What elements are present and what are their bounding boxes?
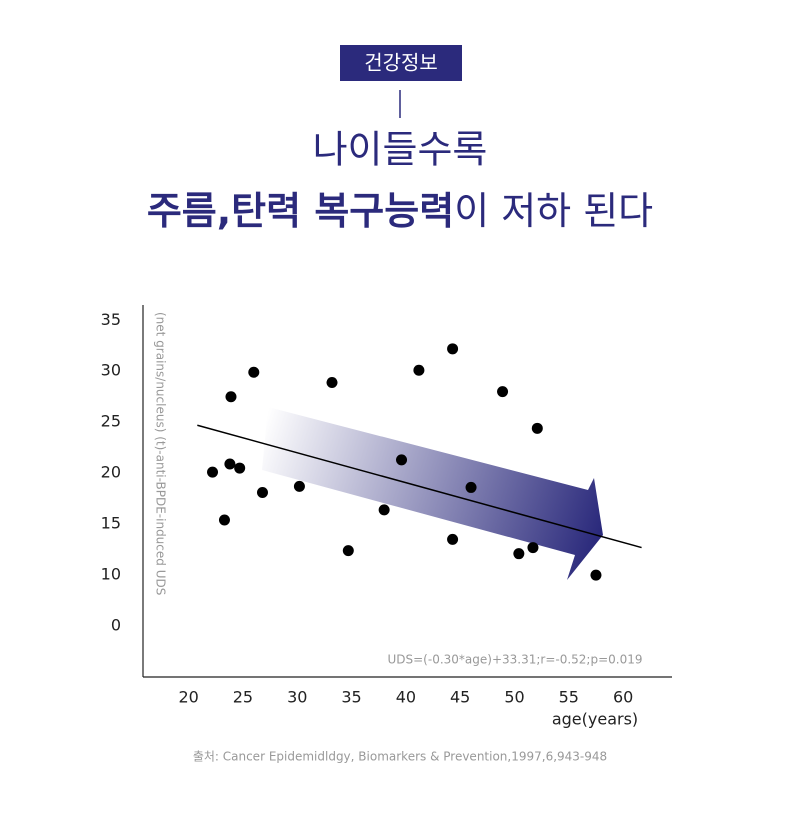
title-line1: 나이들수록 [313, 128, 488, 172]
data-point [447, 533, 459, 545]
y-tick-label: 15 [101, 514, 121, 533]
title-line2: 주름,탄력 복구능력이 저하 된다 [147, 189, 653, 233]
x-tick-label: 40 [396, 688, 416, 707]
y-tick-label: 30 [101, 361, 121, 380]
title-regular: 이 저하 된다 [454, 189, 653, 233]
x-tick-label: 25 [233, 688, 253, 707]
data-point [224, 458, 236, 470]
trend-arrow [262, 407, 603, 580]
annotation: UDS=(-0.30*age)+33.31;r=-0.52;p=0.019 [387, 653, 642, 667]
data-point [531, 422, 543, 434]
data-point [396, 454, 408, 466]
data-point [248, 366, 260, 378]
data-point [207, 466, 219, 478]
data-point [225, 391, 237, 403]
x-tick-label: 45 [450, 688, 470, 707]
badge [340, 45, 462, 81]
data-point [413, 364, 425, 376]
data-point [513, 548, 525, 560]
x-axis-label: age(years) [552, 710, 638, 729]
y-tick-label: 10 [101, 565, 121, 584]
x-tick-label: 55 [559, 688, 579, 707]
y-axis-label: (net grains/nucleus) (t)-anti-BPDE-induc… [154, 312, 168, 595]
data-point [326, 376, 338, 388]
y-tick-label: 20 [101, 463, 121, 482]
badge-text: 건강정보 [364, 51, 438, 75]
x-tick-label: 30 [287, 688, 307, 707]
data-point [293, 480, 305, 492]
data-point [378, 504, 390, 516]
title-bold: 주름,탄력 복구능력 [147, 189, 454, 233]
x-tick-label: 20 [178, 688, 198, 707]
y-tick-label: 25 [101, 412, 121, 431]
trend-line [197, 424, 642, 549]
x-tick-label: 50 [504, 688, 524, 707]
data-point [256, 487, 268, 499]
data-point [497, 386, 509, 398]
y-tick-label: 0 [111, 616, 121, 635]
data-point [234, 462, 246, 474]
data-point [218, 514, 230, 526]
x-tick-label: 35 [341, 688, 361, 707]
y-tick-label: 35 [101, 310, 121, 329]
data-point [527, 542, 539, 554]
data-point [465, 481, 477, 493]
source: 출처: Cancer Epidemidldgy, Biomarkers & Pr… [193, 750, 607, 764]
x-tick-label: 60 [613, 688, 633, 707]
data-point [447, 343, 459, 355]
data-point [590, 569, 602, 581]
data-point [342, 545, 354, 557]
